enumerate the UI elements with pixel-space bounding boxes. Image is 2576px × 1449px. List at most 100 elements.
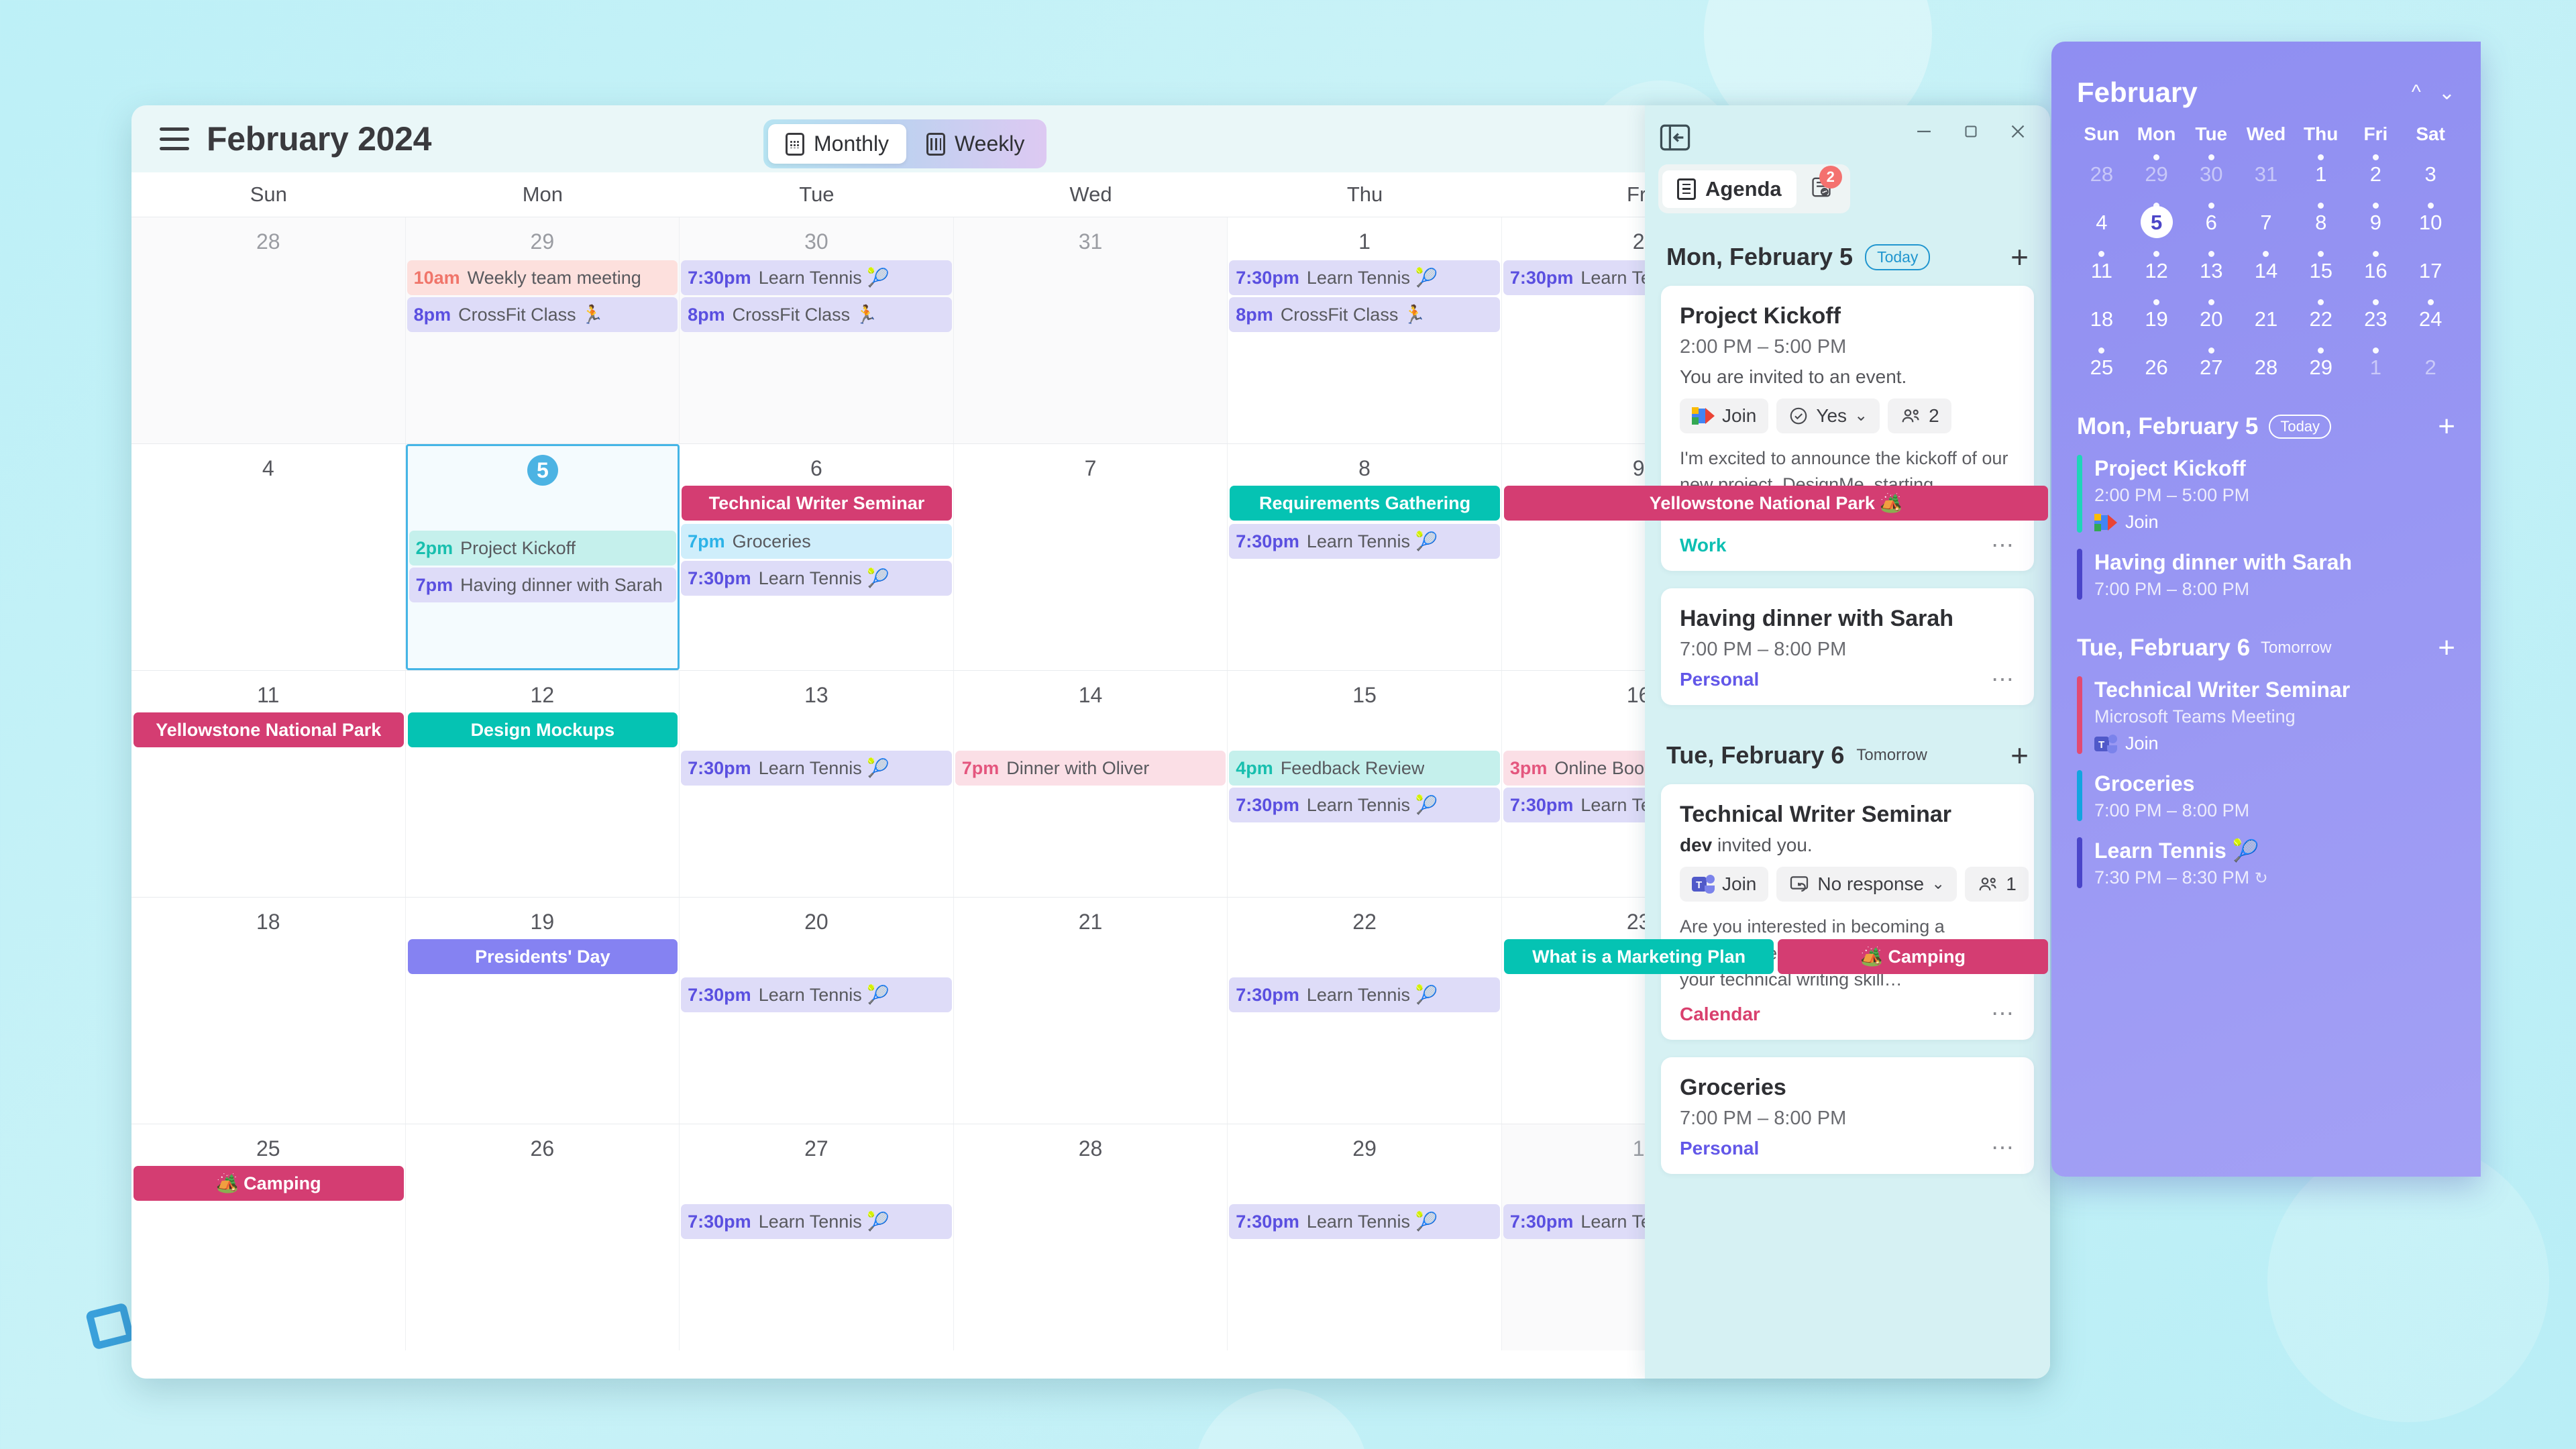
calendar-event[interactable]: 8pm CrossFit Class 🏃 <box>407 297 678 332</box>
day-cell[interactable]: 18 <box>131 898 406 1124</box>
join-button[interactable]: T Join <box>2094 733 2350 754</box>
calendar-event[interactable]: 7pm Dinner with Oliver <box>955 751 1226 786</box>
calendar-event-span[interactable]: What is a Marketing Plan <box>1503 939 1774 974</box>
calendar-event[interactable]: 7pm Having dinner with Sarah <box>409 568 677 602</box>
add-event-button[interactable]: + <box>2438 631 2455 664</box>
calendar-event[interactable]: 7pm Groceries <box>681 524 952 559</box>
mini-day-cell[interactable]: 23 <box>2349 294 2404 342</box>
mini-day-cell[interactable]: 15 <box>2294 246 2349 294</box>
mini-day-cell[interactable]: 14 <box>2239 246 2294 294</box>
calendar-event[interactable]: 7:30pm Learn Tennis 🎾 <box>1229 524 1500 559</box>
day-cell[interactable]: 20 7:30pm Learn Tennis 🎾 <box>680 898 954 1124</box>
card-category[interactable]: Personal <box>1680 1137 1760 1159</box>
agenda-event-card[interactable]: Having dinner with Sarah 7:00 PM – 8:00 … <box>1661 588 2034 706</box>
day-cell[interactable]: 31 <box>953 217 1228 443</box>
calendar-event[interactable]: 7:30pm Learn Tennis 🎾 <box>1229 1204 1500 1239</box>
mini-day-cell[interactable]: 27 <box>2184 342 2239 390</box>
chevron-up-icon[interactable]: ^ <box>2411 80 2421 103</box>
minimize-icon[interactable] <box>1912 119 1936 144</box>
card-category[interactable]: Calendar <box>1680 1003 1760 1024</box>
mini-day-cell[interactable]: 9 <box>2349 197 2404 246</box>
widget-event[interactable]: Groceries 7:00 PM – 8:00 PM <box>2074 766 2458 833</box>
action-join[interactable]: Join <box>1680 398 1769 433</box>
mini-day-cell[interactable]: 24 <box>2403 294 2458 342</box>
mini-day-cell[interactable]: 1 <box>2349 342 2404 390</box>
calendar-event[interactable]: 7:30pm Learn Tennis 🎾 <box>1229 788 1500 822</box>
mini-day-cell[interactable]: 4 <box>2074 197 2129 246</box>
day-cell[interactable]: 29 10am Weekly team meeting 8pm CrossFit… <box>405 217 680 443</box>
calendar-event[interactable]: 7:30pm Learn Tennis 🎾 <box>1229 977 1500 1012</box>
chevron-down-icon[interactable]: ⌄ <box>2438 81 2455 104</box>
agenda-event-card[interactable]: Project Kickoff 2:00 PM – 5:00 PM You ar… <box>1661 286 2034 572</box>
day-cell[interactable]: 15 4pm Feedback Review 7:30pm Learn Tenn… <box>1228 671 1502 897</box>
day-cell[interactable]: 12 <box>406 671 680 897</box>
calendar-event-span[interactable]: Design Mockups <box>407 712 678 747</box>
day-cell[interactable]: 25 <box>131 1124 406 1350</box>
action-join[interactable]: T Join <box>1680 867 1769 902</box>
close-icon[interactable] <box>2006 119 2030 144</box>
action-yes[interactable]: Yes ⌄ <box>1776 398 1880 433</box>
mini-day-cell[interactable]: 22 <box>2294 294 2349 342</box>
invitations-button[interactable]: 2 <box>1796 166 1846 209</box>
day-cell[interactable]: 22 7:30pm Learn Tennis 🎾 <box>1228 898 1502 1124</box>
calendar-event[interactable]: 2pm Project Kickoff <box>409 531 677 566</box>
mini-day-cell[interactable]: 6 <box>2184 197 2239 246</box>
mini-day-cell[interactable]: 5 <box>2129 197 2184 246</box>
day-cell[interactable]: 21 <box>954 898 1228 1124</box>
agenda-list[interactable]: Mon, February 5 Today + Project Kickoff … <box>1645 213 2050 1379</box>
day-cell[interactable]: 4 <box>131 444 406 670</box>
calendar-event[interactable]: 10am Weekly team meeting <box>407 260 678 295</box>
calendar-event[interactable]: 7:30pm Learn Tennis 🎾 <box>681 260 952 295</box>
mini-day-cell[interactable]: 30 <box>2184 149 2239 197</box>
add-event-button[interactable]: + <box>2438 410 2455 443</box>
more-options-icon[interactable]: ⋯ <box>1991 1001 2015 1027</box>
day-cell[interactable]: 27 7:30pm Learn Tennis 🎾 <box>680 1124 954 1350</box>
mini-day-cell[interactable]: 29 <box>2129 149 2184 197</box>
day-cell[interactable]: 14 7pm Dinner with Oliver <box>954 671 1228 897</box>
calendar-event-span[interactable]: Technical Writer Seminar <box>682 486 952 521</box>
mini-day-cell[interactable]: 13 <box>2184 246 2239 294</box>
day-cell[interactable]: 29 7:30pm Learn Tennis 🎾 <box>1228 1124 1502 1350</box>
widget-event[interactable]: Learn Tennis 🎾 7:30 PM – 8:30 PM ↻ <box>2074 833 2458 900</box>
menu-icon[interactable] <box>160 127 189 150</box>
mini-day-cell[interactable]: 29 <box>2294 342 2349 390</box>
tab-agenda[interactable]: Agenda <box>1662 170 1796 208</box>
mini-day-cell[interactable]: 2 <box>2403 342 2458 390</box>
day-cell[interactable]: 28 <box>954 1124 1228 1350</box>
more-options-icon[interactable]: ⋯ <box>1991 532 2015 558</box>
calendar-event[interactable]: 8pm CrossFit Class 🏃 <box>1229 297 1500 332</box>
more-options-icon[interactable]: ⋯ <box>1991 1135 2015 1161</box>
calendar-event[interactable]: 7:30pm Learn Tennis 🎾 <box>681 1204 952 1239</box>
day-cell[interactable]: 26 <box>406 1124 680 1350</box>
calendar-event-span[interactable]: 🏕️ Camping <box>1778 939 2048 974</box>
view-button-monthly[interactable]: Monthly <box>768 124 907 164</box>
mini-day-cell[interactable]: 11 <box>2074 246 2129 294</box>
action-no-response[interactable]: No response ⌄ <box>1776 867 1957 902</box>
agenda-event-card[interactable]: Groceries 7:00 PM – 8:00 PM Personal ⋯ <box>1661 1057 2034 1174</box>
day-cell[interactable]: 28 <box>131 217 406 443</box>
mini-day-cell[interactable]: 12 <box>2129 246 2184 294</box>
mini-day-cell[interactable]: 28 <box>2074 149 2129 197</box>
day-cell[interactable]: 8 7:30pm Learn Tennis 🎾 <box>1228 444 1502 670</box>
calendar-event[interactable]: 8pm CrossFit Class 🏃 <box>681 297 952 332</box>
mini-day-cell[interactable]: 1 <box>2294 149 2349 197</box>
mini-day-cell[interactable]: 3 <box>2403 149 2458 197</box>
card-category[interactable]: Work <box>1680 535 1727 556</box>
add-event-button[interactable]: + <box>2010 239 2029 274</box>
action-1[interactable]: 1 <box>1965 867 2029 902</box>
day-cell[interactable]: 13 7:30pm Learn Tennis 🎾 <box>680 671 954 897</box>
day-cell[interactable]: 1 7:30pm Learn Tennis 🎾 8pm CrossFit Cla… <box>1228 217 1502 443</box>
add-event-button[interactable]: + <box>2010 738 2029 773</box>
calendar-event-span[interactable]: Requirements Gathering <box>1230 486 1500 521</box>
mini-day-cell[interactable]: 28 <box>2239 342 2294 390</box>
view-button-weekly[interactable]: Weekly <box>909 124 1042 164</box>
widget-event[interactable]: Having dinner with Sarah 7:00 PM – 8:00 … <box>2074 545 2458 612</box>
mini-day-cell[interactable]: 8 <box>2294 197 2349 246</box>
day-cell[interactable]: 30 7:30pm Learn Tennis 🎾 8pm CrossFit Cl… <box>680 217 954 443</box>
calendar-event[interactable]: 7:30pm Learn Tennis 🎾 <box>681 977 952 1012</box>
calendar-event[interactable]: 7:30pm Learn Tennis 🎾 <box>681 561 952 596</box>
day-cell[interactable]: 6 7pm Groceries 7:30pm Learn Tennis 🎾 <box>680 444 954 670</box>
agenda-event-card[interactable]: Technical Writer Seminar dev invited you… <box>1661 784 2034 1040</box>
day-cell[interactable]: 5 2pm Project Kickoff 7pm Having dinner … <box>405 444 680 670</box>
collapse-panel-icon[interactable] <box>1660 124 1690 151</box>
